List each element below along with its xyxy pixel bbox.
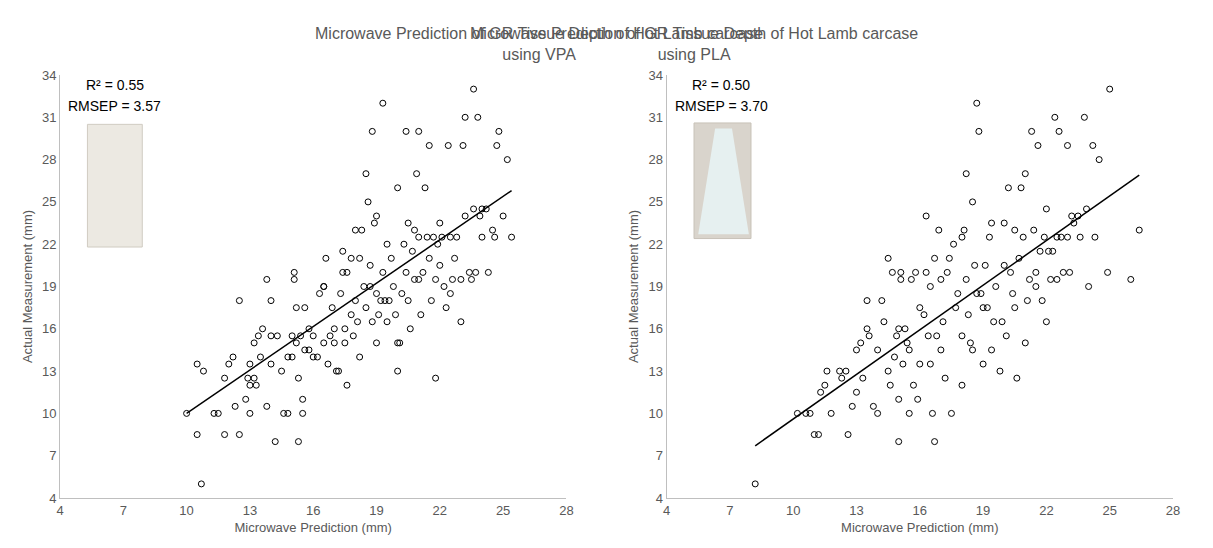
svg-text:7: 7: [120, 503, 127, 518]
svg-text:22: 22: [649, 237, 663, 252]
svg-text:31: 31: [649, 110, 663, 125]
svg-text:RMSEP = 3.57: RMSEP = 3.57: [68, 98, 161, 114]
svg-text:4: 4: [663, 503, 670, 518]
svg-text:19: 19: [42, 279, 56, 294]
svg-text:22: 22: [42, 237, 56, 252]
svg-text:RMSEP = 3.70: RMSEP = 3.70: [675, 98, 768, 114]
svg-text:25: 25: [496, 503, 510, 518]
svg-text:16: 16: [42, 321, 56, 336]
svg-text:22: 22: [433, 503, 447, 518]
svg-text:16: 16: [913, 503, 927, 518]
svg-text:7: 7: [656, 448, 663, 463]
svg-text:13: 13: [243, 503, 257, 518]
svg-text:4: 4: [49, 491, 56, 506]
svg-text:25: 25: [649, 194, 663, 209]
svg-text:10: 10: [179, 503, 193, 518]
svg-text:34: 34: [42, 68, 56, 83]
svg-text:16: 16: [649, 321, 663, 336]
svg-text:34: 34: [649, 68, 663, 83]
svg-text:19: 19: [369, 503, 383, 518]
svg-text:31: 31: [42, 110, 56, 125]
svg-text:Microwave Prediction (mm): Microwave Prediction (mm): [841, 520, 998, 535]
svg-text:10: 10: [42, 406, 56, 421]
svg-text:25: 25: [1102, 503, 1116, 518]
svg-text:13: 13: [649, 364, 663, 379]
svg-text:19: 19: [976, 503, 990, 518]
svg-text:10: 10: [649, 406, 663, 421]
svg-text:Microwave Prediction of GR Tis: Microwave Prediction of GR Tissue Depth …: [315, 25, 763, 63]
svg-text:13: 13: [42, 364, 56, 379]
svg-text:25: 25: [42, 194, 56, 209]
svg-text:Actual Measurement (mm): Actual Measurement (mm): [20, 210, 35, 363]
svg-text:Actual Measurement (mm): Actual Measurement (mm): [626, 210, 641, 363]
svg-text:16: 16: [306, 503, 320, 518]
svg-text:10: 10: [786, 503, 800, 518]
svg-text:R² = 0.50: R² = 0.50: [692, 77, 750, 93]
svg-text:13: 13: [849, 503, 863, 518]
svg-text:Microwave Prediction (mm): Microwave Prediction (mm): [234, 520, 391, 535]
svg-text:Microwave Prediction of GR Tis: Microwave Prediction of GR Tissue Depth …: [470, 25, 918, 63]
svg-text:7: 7: [49, 448, 56, 463]
svg-text:28: 28: [649, 152, 663, 167]
svg-text:4: 4: [56, 503, 63, 518]
svg-text:22: 22: [1039, 503, 1053, 518]
svg-text:19: 19: [649, 279, 663, 294]
svg-text:28: 28: [559, 503, 573, 518]
svg-text:28: 28: [42, 152, 56, 167]
svg-text:4: 4: [656, 491, 663, 506]
svg-text:7: 7: [726, 503, 733, 518]
svg-text:R² = 0.55: R² = 0.55: [86, 77, 144, 93]
svg-text:28: 28: [1166, 503, 1180, 518]
